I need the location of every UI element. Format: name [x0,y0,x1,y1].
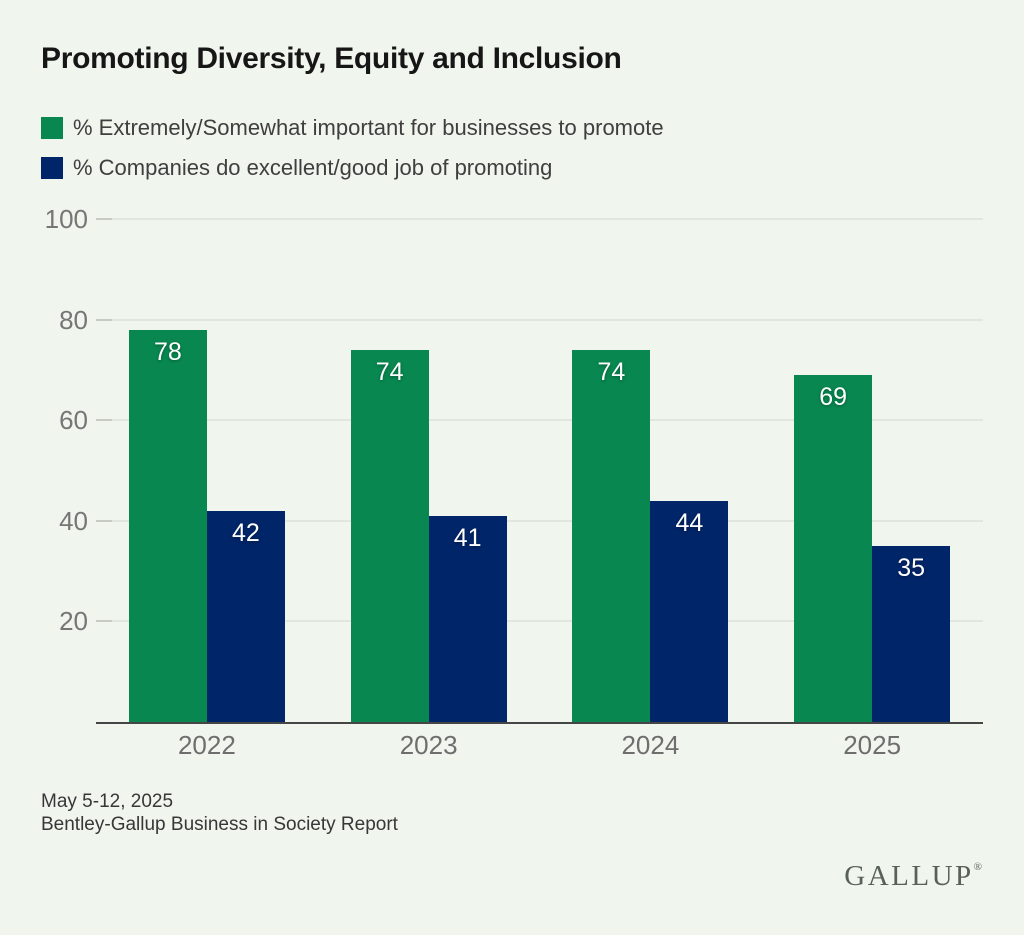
x-tick-label-2023: 2023 [399,730,458,760]
gridline-20 [96,620,983,623]
bar: 74 [350,350,429,722]
legend-item: % Companies do excellent/good job of pro… [41,155,664,181]
gallup-logo: GALLUP® [844,860,982,893]
legend-swatch-navy [41,157,63,179]
y-axis-tick [96,318,112,321]
bar: 42 [206,511,285,722]
bar: 74 [572,350,651,722]
y-tick-label-60: 60 [59,405,88,436]
bar-value-label: 35 [897,554,926,582]
legend-swatch-green [41,117,63,139]
page-title: Promoting Diversity, Equity and Inclusio… [41,42,622,75]
bar-value-label: 78 [153,338,182,366]
x-axis-line [96,722,983,724]
gridline-100 [96,218,983,220]
gridline-60 [96,419,983,422]
x-tick-label-2025: 2025 [843,730,902,760]
bar-value-label: 41 [453,524,482,552]
gallup-wordmark: GALLUP [844,860,974,892]
bar-value-label: 74 [375,358,404,386]
footer-source: May 5-12, 2025 Bentley-Gallup Business i… [41,790,398,836]
legend-item-label: % Extremely/Somewhat important for busin… [73,115,664,140]
bar-groups: 78 42 74 41 74 44 69 35 [96,219,983,722]
bar-group-2024: 74 44 [540,219,762,722]
source-report: Bentley-Gallup Business in Society Repor… [41,814,398,835]
bar-value-label: 44 [675,509,704,537]
x-axis-category-labels: 2022 2023 2024 2025 [96,730,983,761]
bar: 41 [428,516,507,722]
y-axis-tick [96,218,112,220]
legend: % Extremely/Somewhat important for busin… [41,115,664,181]
legend-item: % Extremely/Somewhat important for busin… [41,115,664,141]
bar: 35 [872,546,951,722]
y-tick-label-80: 80 [59,304,88,335]
y-tick-label-40: 40 [59,505,88,536]
bar-value-label: 69 [819,383,848,411]
registered-mark: ® [973,861,982,873]
x-tick-label-2024: 2024 [621,730,680,760]
bar-group-2025: 69 35 [761,219,983,722]
legend-item-label: % Companies do excellent/good job of pro… [73,155,553,180]
bar-group-2023: 74 41 [318,219,540,722]
bar-value-label: 42 [231,519,260,547]
gridline-80 [96,318,983,321]
bar-group-2022: 78 42 [96,219,318,722]
y-axis-tick-labels: 20 40 60 80 100 [0,204,88,722]
y-axis-tick [96,419,112,422]
x-tick-label-2022: 2022 [177,730,236,760]
bar-value-label: 74 [597,358,626,386]
y-tick-label-100: 100 [44,204,88,234]
plot-area: 78 42 74 41 74 44 69 35 [96,218,983,722]
survey-date: May 5-12, 2025 [41,791,174,812]
y-axis-tick [96,620,112,623]
bar: 44 [650,501,729,722]
y-axis-tick [96,519,112,522]
y-tick-label-20: 20 [59,606,88,637]
bar: 69 [794,375,873,722]
gridline-40 [96,519,983,522]
bar: 78 [128,330,207,722]
